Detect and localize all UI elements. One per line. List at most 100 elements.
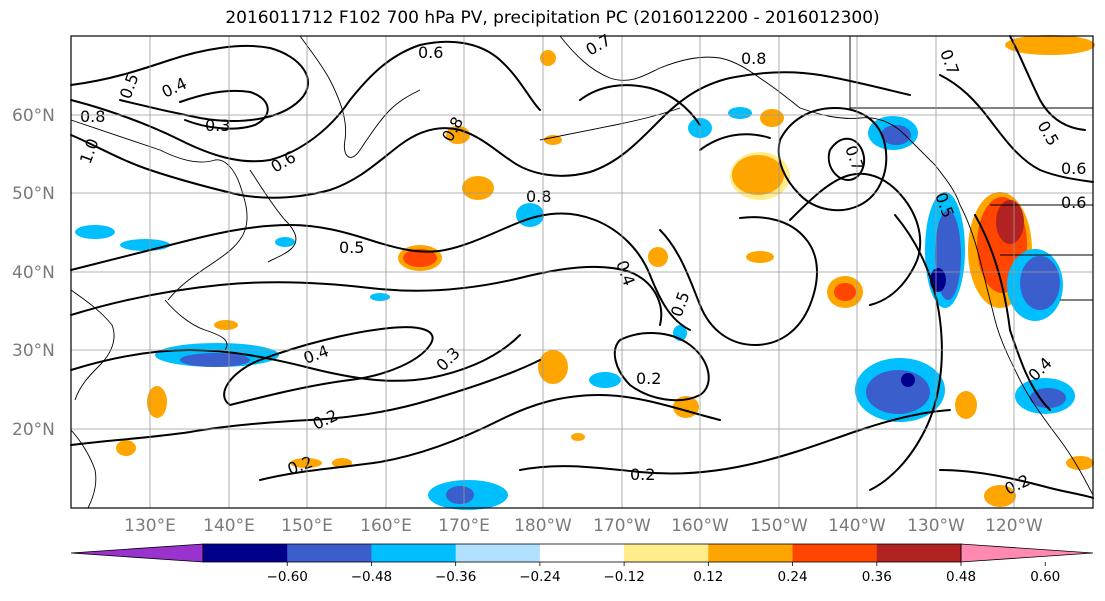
lon-label: 160°W — [671, 516, 729, 536]
colorbar-tick-label: −0.12 — [603, 569, 644, 585]
colorbar-tick-label: 0.48 — [946, 569, 976, 585]
colorbar-segment — [624, 544, 709, 562]
precip-patch — [732, 155, 784, 195]
lon-label: 140°W — [828, 516, 886, 536]
precip-patch — [866, 370, 930, 414]
pv-contour — [259, 394, 721, 481]
precip-patch — [901, 373, 915, 387]
precip-patch — [275, 237, 295, 247]
precip-patch — [760, 109, 784, 127]
contour-label: 0.8 — [80, 107, 105, 126]
pv-contour — [70, 40, 541, 163]
lat-label: 50°N — [12, 184, 55, 204]
precip-patch — [834, 283, 856, 301]
lon-label: 140°E — [203, 516, 255, 536]
precip-shading — [75, 35, 1095, 510]
precip-patch — [1030, 388, 1066, 408]
precip-patch — [746, 251, 774, 263]
map-title: 2016011712 F102 700 hPa PV, precipitatio… — [225, 8, 880, 28]
precip-patch — [214, 320, 238, 330]
precip-patch — [955, 391, 977, 419]
lat-label: 20°N — [12, 420, 55, 440]
lon-label: 170°E — [438, 516, 490, 536]
colorbar-tick-label: 0.36 — [862, 569, 892, 585]
pv-contour — [519, 409, 951, 475]
precip-patch — [290, 458, 322, 468]
pv-contour — [1009, 35, 1086, 131]
colorbar-extend-high — [960, 543, 1094, 563]
lon-label: 120°W — [985, 516, 1043, 536]
coastlines — [70, 35, 1094, 509]
precip-patch — [881, 125, 911, 145]
lon-label: 130°E — [124, 516, 176, 536]
contour-label: 0.3 — [205, 116, 230, 135]
precip-patch — [1066, 456, 1094, 470]
colorbar-segment — [287, 544, 372, 562]
pv-contour — [869, 214, 943, 491]
contour-label: 0.2 — [636, 369, 661, 388]
precip-patch — [75, 225, 115, 239]
precip-patch — [538, 350, 568, 384]
contour-label: 0.6 — [1061, 159, 1086, 178]
precip-patch — [996, 200, 1024, 244]
lon-label: 150°E — [281, 516, 333, 536]
colorbar-tick-label: −0.36 — [435, 569, 476, 585]
colorbar-tick-label: −0.60 — [267, 569, 308, 585]
colorbar-segment — [371, 544, 457, 562]
contour-label: 0.5 — [339, 238, 364, 257]
lat-label: 60°N — [12, 106, 55, 126]
colorbar-tick-label: 0.60 — [1030, 569, 1060, 585]
precip-patch — [1020, 256, 1060, 310]
pv-contour — [777, 107, 888, 212]
lon-label: 150°W — [750, 516, 808, 536]
precip-patch — [544, 135, 562, 145]
colorbar-tick-label: 0.24 — [778, 569, 808, 585]
precip-patch — [116, 440, 136, 456]
pv-contour — [223, 326, 434, 406]
colorbar-segment — [876, 544, 962, 562]
precip-patch — [648, 247, 668, 267]
lon-label: 130°W — [907, 516, 965, 536]
precip-patch — [1005, 35, 1095, 55]
colorbar-outline — [202, 543, 962, 563]
map-frame — [70, 35, 1094, 509]
pv-contour — [789, 172, 922, 306]
colorbar-tick-label: −0.24 — [519, 569, 560, 585]
colorbar-tick-label: −0.48 — [351, 569, 392, 585]
colorbar-segment — [708, 544, 794, 562]
contour-label: 0.6 — [1061, 193, 1086, 212]
lon-label: 170°W — [593, 516, 651, 536]
contour-label: 0.8 — [741, 49, 766, 68]
latitude-labels: 60°N 50°N 40°N 30°N 20°N — [12, 106, 55, 440]
pv-contour — [699, 133, 771, 151]
precip-patch — [370, 293, 390, 301]
longitude-labels: 130°E 140°E 150°E 160°E 170°E 180°W 170°… — [124, 516, 1043, 536]
colorbar-segment — [455, 544, 541, 562]
colorbar-extend-low — [70, 543, 204, 563]
colorbar-segment — [539, 544, 625, 562]
precip-patch — [147, 386, 167, 418]
pv-contour — [939, 469, 1094, 499]
precip-patch — [728, 107, 752, 119]
pv-contour — [974, 214, 1011, 331]
contour-label: 0.2 — [630, 465, 655, 484]
precip-patch — [540, 50, 556, 66]
contour-label: 0.6 — [418, 43, 443, 62]
lat-label: 40°N — [12, 263, 55, 283]
pv-contour — [827, 137, 866, 181]
graticule — [71, 36, 1093, 508]
contour-label: 0.8 — [526, 187, 551, 206]
pv-contour — [70, 212, 691, 331]
precip-patch — [462, 176, 494, 200]
precip-patch — [180, 353, 250, 367]
lon-label: 180°W — [514, 516, 572, 536]
precip-patch — [589, 372, 621, 388]
precip-patch — [120, 239, 170, 251]
colorbar-tick-label: 0.12 — [693, 569, 723, 585]
colorbar: −0.60 −0.48 −0.36 −0.24 −0.12 0.12 0.24 0.36 0.4… — [70, 543, 1094, 585]
precip-patch — [446, 486, 474, 504]
pv-contour — [939, 74, 1094, 183]
precip-patch — [403, 249, 437, 267]
pv-contour — [1009, 329, 1051, 411]
colorbar-segment — [792, 544, 878, 562]
